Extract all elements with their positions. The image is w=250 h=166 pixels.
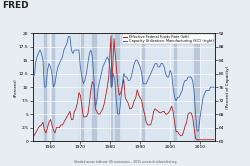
Y-axis label: (Percent of Capacity): (Percent of Capacity) <box>226 66 230 109</box>
Text: Shaded areas indicate US recessions – 2015 research.stlouisfed.org: Shaded areas indicate US recessions – 20… <box>74 160 176 164</box>
Bar <box>80 33 83 141</box>
Bar <box>44 33 46 141</box>
Bar <box>115 33 119 141</box>
Bar <box>110 33 112 141</box>
Bar <box>92 33 96 141</box>
Bar <box>52 33 54 141</box>
Bar <box>142 33 144 141</box>
Bar <box>174 33 176 141</box>
Y-axis label: (Percent): (Percent) <box>13 78 17 96</box>
Text: FRED: FRED <box>2 1 29 10</box>
Legend: Effective Federal Funds Rate (left), Capacity Utilization: Manufacturing (SIC) (: Effective Federal Funds Rate (left), Cap… <box>122 34 214 44</box>
Bar <box>194 33 198 141</box>
